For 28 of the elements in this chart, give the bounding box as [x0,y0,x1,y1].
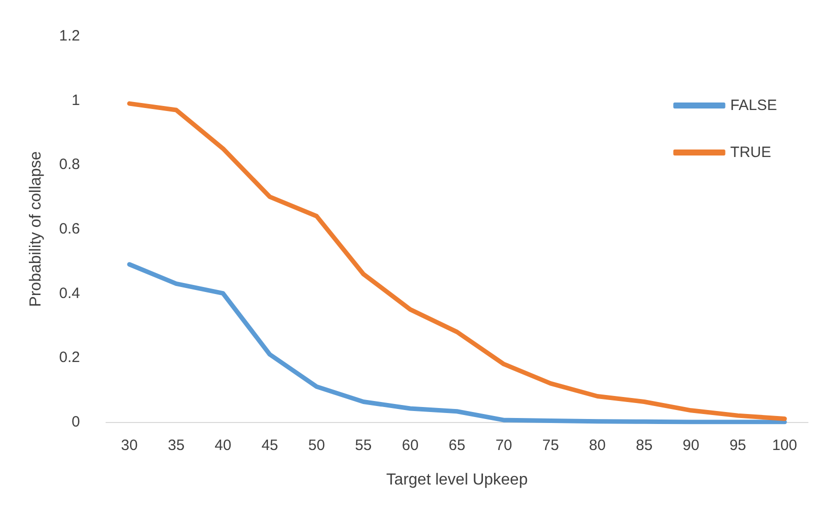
y-tick-label: 0.2 [59,349,80,366]
y-tick-label: 0.4 [59,284,80,302]
x-tick-label: 85 [636,437,653,454]
x-tick-label: 40 [214,437,232,454]
x-tick-label: 100 [772,437,798,454]
y-axis-title: Probability of collapse [28,151,44,307]
x-tick-label: 95 [729,437,746,454]
y-tick-label: 0.6 [59,220,80,238]
x-tick-label: 35 [168,437,185,454]
x-tick-label: 90 [682,437,700,454]
x-tick-label: 60 [402,437,419,454]
legend-label: TRUE [730,144,772,161]
y-tick-label: 0 [72,414,80,430]
x-tick-label: 50 [308,437,325,454]
x-tick-label: 80 [589,437,606,454]
x-tick-label: 65 [448,437,466,454]
x-tick-label: 30 [121,437,138,454]
y-tick-label: 1 [72,92,80,109]
legend-label: FALSE [730,97,778,114]
x-tick-label: 45 [261,437,278,454]
x-tick-label: 75 [542,437,559,454]
x-tick-label: 55 [355,437,372,454]
y-tick-label: 0.8 [59,156,80,174]
x-tick-label: 70 [495,437,512,454]
x-axis-title: Target level Upkeep [386,472,528,488]
line-series [127,101,787,422]
line-series [127,262,787,424]
y-tick-label: 1.2 [59,28,80,44]
